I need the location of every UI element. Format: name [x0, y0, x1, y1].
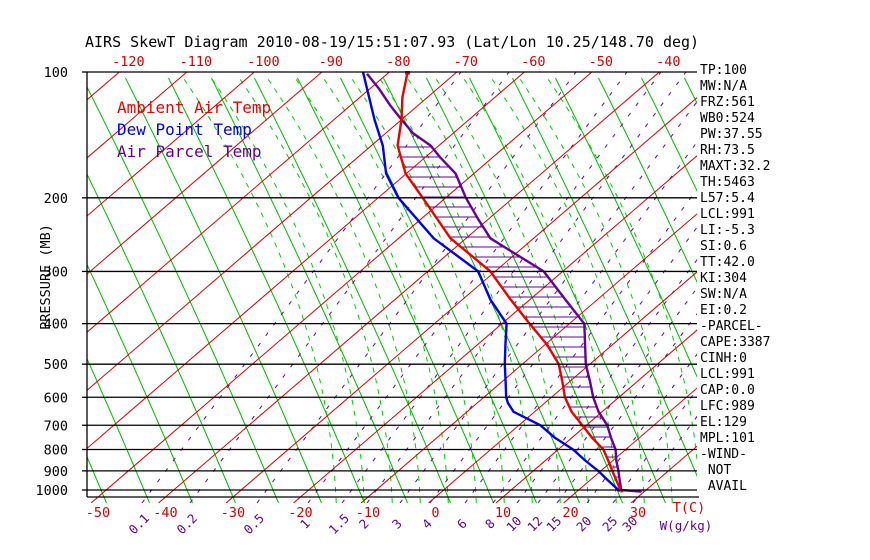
mixing-ratio-unit-label: W(g/kg): [660, 518, 713, 533]
ambient-air-temp-curve: [396, 71, 625, 493]
stats-panel: TP:100 MW:N/A FRZ:561 WB0:524 PW:37.55 RH:73.…: [700, 63, 868, 495]
stat-item: SW:N/A: [700, 287, 747, 302]
stat-item: EL:129: [700, 415, 747, 430]
top-temp-tick-label: -60: [521, 54, 545, 70]
top-temp-tick-label: -40: [656, 54, 680, 70]
stat-item: FRZ:561: [700, 95, 755, 110]
pressure-tick-label: 100: [44, 65, 68, 81]
stat-item: AVAIL: [700, 479, 747, 494]
stat-item: NOT: [700, 463, 732, 478]
pressure-grid: [82, 71, 699, 498]
stat-item: -WIND-: [700, 447, 747, 462]
temp-axis-unit-label: T(C): [673, 500, 706, 516]
pressure-tick-label: 600: [44, 390, 68, 406]
bottom-temp-tick-label: -50: [86, 505, 110, 521]
stat-item: MAXT:32.2: [700, 159, 771, 174]
bottom-temp-tick-label: 10: [495, 505, 511, 521]
background-grid: [87, 72, 697, 503]
stat-item: MW:N/A: [700, 79, 747, 94]
stat-item: SI:0.6: [700, 239, 747, 254]
pressure-axis-label: PRESSURE (MB): [38, 224, 54, 330]
bottom-temp-tick-label: -20: [288, 505, 312, 521]
stat-item: L57:5.4: [700, 191, 755, 206]
bottom-temp-tick-label: -10: [356, 505, 380, 521]
top-temp-tick-label: -110: [180, 54, 213, 70]
stat-item: MPL:101: [700, 431, 755, 446]
legend-item: Ambient Air Temp: [117, 98, 271, 117]
top-temp-tick-label: -50: [589, 54, 613, 70]
stat-item: LFC:989: [700, 399, 755, 414]
sounding-top-marker: [405, 71, 411, 75]
pressure-tick-label: 800: [44, 442, 68, 458]
stat-item: TH:5463: [700, 175, 755, 190]
mixing-ratio-tick-label: 15: [543, 513, 564, 534]
pressure-tick-label: 700: [44, 418, 68, 434]
stat-item: CINH:0: [700, 351, 747, 366]
bottom-temp-tick-label: -40: [153, 505, 177, 521]
pressure-tick-label: 400: [44, 317, 68, 333]
dew-point-temp-curve: [361, 71, 621, 493]
stat-item: WB0:524: [700, 111, 755, 126]
mixing-ratio-tick-label: 0.1: [126, 511, 153, 538]
top-temp-tick-label: -100: [247, 54, 280, 70]
mixing-ratio-tick-label: 1.5: [326, 511, 353, 538]
top-temp-tick-label: -70: [454, 54, 478, 70]
stat-item: PW:37.55: [700, 127, 763, 142]
stat-item: TT:42.0: [700, 255, 755, 270]
top-temp-tick-label: -80: [386, 54, 410, 70]
bottom-temp-tick-label: 30: [630, 505, 646, 521]
bottom-temp-tick-label: -30: [221, 505, 245, 521]
stat-item: -PARCEL-: [700, 319, 763, 334]
pressure-tick-label: 300: [44, 264, 68, 280]
stat-item: LCL:991: [700, 207, 755, 222]
air-parcel-temp-curve: [366, 73, 641, 493]
bottom-temp-tick-label: 0: [431, 505, 439, 521]
stat-item: KI:304: [700, 271, 747, 286]
stat-item: LCL:991: [700, 367, 755, 382]
stat-item: CAP:0.0: [700, 383, 755, 398]
chart-title: AIRS SkewT Diagram 2010-08-19/15:51:07.9…: [85, 33, 700, 51]
cape-hatching: [398, 146, 620, 478]
pressure-tick-label: 900: [44, 464, 68, 480]
stat-item: EI:0.2: [700, 303, 747, 318]
stat-item: RH:73.5: [700, 143, 755, 158]
stat-item: LI:-5.3: [700, 223, 755, 238]
legend-item: Dew Point Temp: [117, 120, 252, 139]
stat-item: CAPE:3387: [700, 335, 771, 350]
top-temp-tick-label: -90: [319, 54, 343, 70]
dry-adiabats: [87, 77, 697, 503]
pressure-tick-label: 500: [44, 357, 68, 373]
legend-item: Air Parcel Temp: [117, 142, 262, 161]
pressure-tick-label: 1000: [35, 483, 68, 499]
stat-item: TP:100: [700, 63, 747, 78]
pressure-tick-label: 200: [44, 191, 68, 207]
bottom-temp-tick-label: 20: [562, 505, 578, 521]
mixing-ratio-tick-label: 25: [599, 513, 620, 534]
top-temp-tick-label: -120: [112, 54, 145, 70]
mixing-ratio-tick-label: 3: [389, 516, 405, 532]
mixing-ratio-tick-label: 6: [454, 516, 470, 532]
sounding-curves: [361, 71, 641, 493]
